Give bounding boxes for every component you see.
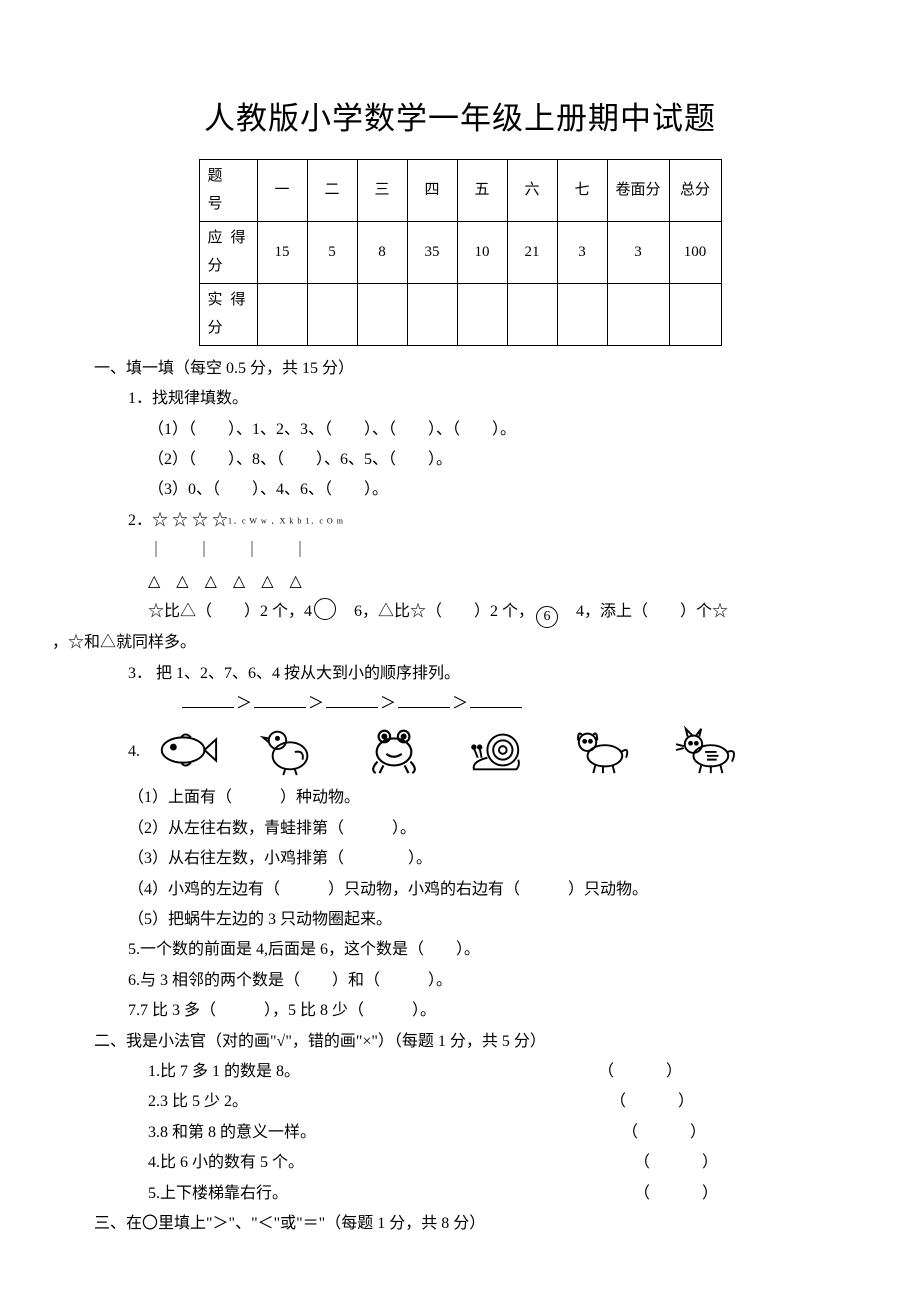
page-title: 人教版小学数学一年级上册期中试题 xyxy=(100,90,820,149)
q3-title: 3． 把 1、2、7、6、4 按从大到小的顺序排列。 xyxy=(100,659,820,689)
cell: 5 xyxy=(307,221,357,283)
q2-title: 2．☆ ☆ ☆ ☆1．c W w ．X k b 1．c O m xyxy=(100,506,820,536)
q1-title: 1．找规律填数。 xyxy=(100,384,820,414)
judge-item: 4.比 6 小的数有 5 个。 （ ） xyxy=(100,1148,820,1178)
q6: 6.与 3 相邻的两个数是（ ）和（ ）。 xyxy=(100,966,820,996)
section-1-heading: 一、填一填（每空 0.5 分，共 15 分） xyxy=(94,354,820,384)
q3-blanks: ＞＞＞＞ xyxy=(100,689,820,719)
q2-triangles: △ △ △ △ △ △ xyxy=(100,567,820,597)
q4-l5: （5）把蜗牛左边的 3 只动物圈起来。 xyxy=(100,905,820,935)
judge-paren[interactable]: （ ） xyxy=(598,1057,820,1087)
q4-l2: （2）从左往右数，青蛙排第（ ）。 xyxy=(100,814,820,844)
cell: 3 xyxy=(607,221,669,283)
section-3-heading: 三、在〇里填上"＞"、"＜"或"＝"（每题 1 分，共 8 分） xyxy=(94,1209,820,1239)
row-label: 题 号 xyxy=(199,159,257,221)
q2-compare-line: ☆比△（ ）2 个，4 6，△比☆（ ）2 个，6 4，添上（ ）个☆ xyxy=(100,597,820,628)
cell[interactable] xyxy=(669,283,721,345)
q2-b: 6，△比☆（ ）2 个， xyxy=(338,603,534,620)
table-row: 实得分 xyxy=(199,283,721,345)
cell: 21 xyxy=(507,221,557,283)
cell[interactable] xyxy=(457,283,507,345)
table-row: 应得分 15 5 8 35 10 21 3 3 100 xyxy=(199,221,721,283)
cell[interactable] xyxy=(557,283,607,345)
blank-input[interactable] xyxy=(470,692,522,708)
dog-icon xyxy=(568,723,636,777)
judge-stmt: 1.比 7 多 1 的数是 8。 xyxy=(148,1057,300,1087)
row-label: 应得分 xyxy=(199,221,257,283)
frog-icon xyxy=(360,723,428,777)
judge-stmt: 5.上下楼梯靠右行。 xyxy=(148,1179,288,1209)
judge-paren[interactable]: （ ） xyxy=(634,1148,820,1178)
cell[interactable] xyxy=(607,283,669,345)
q2-a: ☆比△（ ）2 个，4 xyxy=(148,603,312,620)
q2-tail: ，☆和△就同样多。 xyxy=(52,628,820,658)
cell[interactable] xyxy=(307,283,357,345)
judge-paren[interactable]: （ ） xyxy=(622,1118,820,1148)
cat-icon xyxy=(672,723,740,777)
cell: 三 xyxy=(357,159,407,221)
cell: 3 xyxy=(557,221,607,283)
q4-num: 4. xyxy=(100,737,140,767)
table-row: 题 号 一 二 三 四 五 六 七 卷面分 总分 xyxy=(199,159,721,221)
cell: 卷面分 xyxy=(607,159,669,221)
cell: 100 xyxy=(669,221,721,283)
cell: 15 xyxy=(257,221,307,283)
judge-item: 5.上下楼梯靠右行。 （ ） xyxy=(100,1179,820,1209)
judge-stmt: 2.3 比 5 少 2。 xyxy=(148,1087,248,1117)
judge-paren[interactable]: （ ） xyxy=(634,1179,820,1209)
cell: 四 xyxy=(407,159,457,221)
q4-l3: （3）从右往左数，小鸡排第（ ）。 xyxy=(100,844,820,874)
judge-item: 3.8 和第 8 的意义一样。 （ ） xyxy=(100,1118,820,1148)
empty-circle-icon[interactable] xyxy=(314,598,336,620)
q4-l1: （1）上面有（ ）种动物。 xyxy=(100,783,820,813)
blank-input[interactable] xyxy=(182,692,234,708)
cell[interactable] xyxy=(357,283,407,345)
q5: 5.一个数的前面是 4,后面是 6，这个数是（ ）。 xyxy=(100,935,820,965)
snail-icon xyxy=(464,723,532,777)
cell: 8 xyxy=(357,221,407,283)
cell[interactable] xyxy=(257,283,307,345)
score-table: 题 号 一 二 三 四 五 六 七 卷面分 总分 应得分 15 5 8 35 1… xyxy=(199,159,722,346)
blank-input[interactable] xyxy=(326,692,378,708)
judge-paren[interactable]: （ ） xyxy=(610,1087,820,1117)
cell: 35 xyxy=(407,221,457,283)
q2-bars: ｜ ｜ ｜ ｜ xyxy=(100,536,820,566)
row-label: 实得分 xyxy=(199,283,257,345)
judge-item: 1.比 7 多 1 的数是 8。 （ ） xyxy=(100,1057,820,1087)
q4-l4: （4）小鸡的左边有（ ）只动物，小鸡的右边有（ ）只动物。 xyxy=(100,875,820,905)
cell: 一 xyxy=(257,159,307,221)
watermark-tiny: 1．c W w ．X k b 1．c O m xyxy=(228,517,344,526)
blank-input[interactable] xyxy=(398,692,450,708)
cell: 七 xyxy=(557,159,607,221)
cell: 总分 xyxy=(669,159,721,221)
chick-icon xyxy=(256,723,324,777)
judge-item: 2.3 比 5 少 2。 （ ） xyxy=(100,1087,820,1117)
fish-icon xyxy=(152,723,220,777)
cell[interactable] xyxy=(407,283,457,345)
circle-6-icon: 6 xyxy=(536,606,558,628)
judge-stmt: 4.比 6 小的数有 5 个。 xyxy=(148,1148,304,1178)
cell: 二 xyxy=(307,159,357,221)
blank-input[interactable] xyxy=(254,692,306,708)
judge-stmt: 3.8 和第 8 的意义一样。 xyxy=(148,1118,316,1148)
q2-d: 4，添上（ ）个☆ xyxy=(560,603,728,620)
q1-line3: （3）0、（ ）、4、6、（ ）。 xyxy=(100,475,820,505)
cell[interactable] xyxy=(507,283,557,345)
q1-line2: （2）（ ）、8、（ ）、6、5、（ ）。 xyxy=(100,445,820,475)
q7: 7.7 比 3 多（ ），5 比 8 少（ ）。 xyxy=(100,996,820,1026)
cell: 五 xyxy=(457,159,507,221)
cell: 六 xyxy=(507,159,557,221)
section-2-heading: 二、我是小法官（对的画"√"，错的画"×"）（每题 1 分，共 5 分） xyxy=(94,1027,820,1057)
cell: 10 xyxy=(457,221,507,283)
q1-line1: （1）（ ）、1、2、3、（ ）、（ ）、（ ）。 xyxy=(100,415,820,445)
q2-stars: 2．☆ ☆ ☆ ☆ xyxy=(128,512,228,529)
